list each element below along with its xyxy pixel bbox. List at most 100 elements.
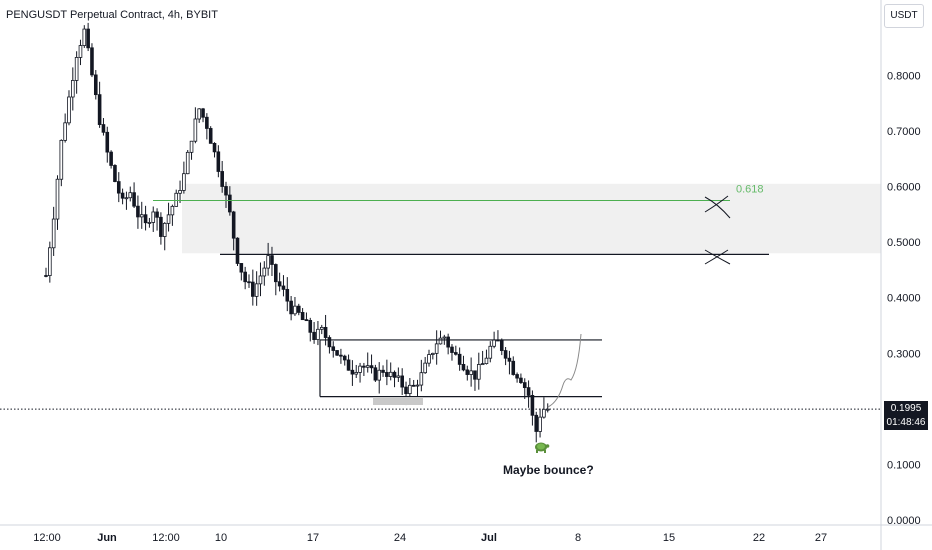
candle-body (545, 408, 550, 411)
candle-body (484, 357, 489, 365)
time-tick-label: 17 (307, 532, 319, 544)
candle-body (503, 350, 508, 359)
time-tick-label: Jul (481, 532, 497, 544)
bar-countdown: 01:48:46 (886, 417, 926, 428)
candle-body (488, 345, 493, 359)
candle-body (71, 80, 75, 98)
candle-body (296, 305, 301, 313)
chart-title: PENGUSDT Perpetual Contract, 4h, BYBIT (6, 9, 218, 21)
candle-body (411, 384, 416, 387)
candle-body (48, 247, 52, 276)
candle-body (124, 197, 129, 200)
candle-body (339, 354, 343, 357)
candle-body (216, 151, 221, 172)
candle-body (235, 237, 240, 264)
candle-body (247, 281, 251, 284)
candle-body (197, 108, 202, 120)
price-axis[interactable]: 0.8000 0.7000 0.6000 0.5000 0.4000 0.3000 0.10… (887, 70, 921, 527)
candle-body (542, 408, 546, 418)
candle-body (74, 57, 79, 81)
candle-body (461, 364, 466, 371)
price-tick-label: 0.0000 (887, 515, 921, 527)
candle-body (385, 372, 389, 377)
candle-body (262, 267, 267, 277)
supply-zone (182, 183, 881, 254)
candle-body (522, 382, 527, 389)
annotation-note: Maybe bounce? (503, 463, 594, 477)
candle-body (82, 28, 87, 46)
time-tick-label: 12:00 (33, 532, 61, 544)
last-price-tag: 0.1995 01:48:46 (884, 401, 928, 430)
candle-body (243, 271, 247, 283)
currency-selector[interactable]: USDT (884, 4, 924, 28)
candle-body (120, 192, 125, 199)
candle-body (159, 216, 163, 237)
candle-body (132, 192, 136, 207)
candle-body (254, 283, 259, 297)
candle-body (228, 194, 232, 213)
candle-body (304, 319, 309, 322)
candle-body (373, 367, 378, 381)
candle-body (109, 151, 113, 166)
candle-body (231, 211, 236, 239)
candle-body (534, 414, 539, 432)
candle-body (381, 369, 385, 373)
candle-body (473, 370, 477, 380)
candle-body (454, 352, 458, 355)
candle-body (220, 171, 224, 187)
candle-body (300, 312, 305, 321)
candle-body (335, 350, 339, 356)
candle-body (507, 357, 512, 362)
candle-body (78, 45, 83, 58)
candle-body (423, 362, 427, 374)
candle-body (86, 28, 90, 49)
candle-body (182, 173, 186, 191)
turtle-icon (535, 442, 550, 453)
candle-body (174, 192, 179, 207)
cross-mark-upper (704, 195, 731, 219)
candle-body (457, 353, 462, 365)
candle-body (499, 339, 504, 351)
time-tick-label: 10 (215, 532, 227, 544)
candle-body (365, 365, 370, 368)
candle-body (323, 326, 328, 338)
candle-body (438, 337, 443, 345)
time-tick-label: 27 (815, 532, 827, 544)
candle-body (492, 339, 496, 347)
candle-body (526, 387, 531, 396)
candle-body (67, 96, 71, 124)
candle-body (354, 372, 359, 375)
candle-body (193, 118, 198, 142)
candle-body (143, 214, 148, 224)
candle-body (450, 346, 454, 353)
candle-body (308, 319, 313, 333)
candle-body (515, 374, 519, 379)
candle-body (101, 124, 106, 133)
candle-body (147, 222, 152, 224)
candle-body (289, 300, 293, 315)
candle-body (530, 395, 535, 416)
candle-body (51, 218, 56, 249)
fib-label: 0.618 (736, 183, 764, 195)
candle-body (212, 142, 217, 153)
candle-body (44, 275, 48, 277)
price-tick-label: 0.8000 (887, 70, 921, 82)
price-tick-label: 0.1000 (887, 459, 921, 471)
candle-body (151, 211, 156, 223)
candle-body (281, 285, 286, 290)
candle-body (162, 222, 167, 237)
candle-body (166, 214, 171, 224)
price-tick-label: 0.4000 (887, 293, 921, 305)
candle-body (446, 336, 450, 348)
candle-body (362, 365, 366, 368)
candle-body (59, 139, 64, 180)
candle-body (293, 305, 297, 315)
candle-body (116, 181, 121, 194)
candle-body (327, 337, 332, 348)
candle-body (270, 255, 274, 265)
candle-body (273, 264, 278, 283)
candle-body (388, 371, 393, 377)
candle-body (170, 205, 175, 216)
time-axis[interactable]: 12:00 Jun 12:00 10 17 24 Jul 8 15 22 27 (33, 532, 827, 544)
